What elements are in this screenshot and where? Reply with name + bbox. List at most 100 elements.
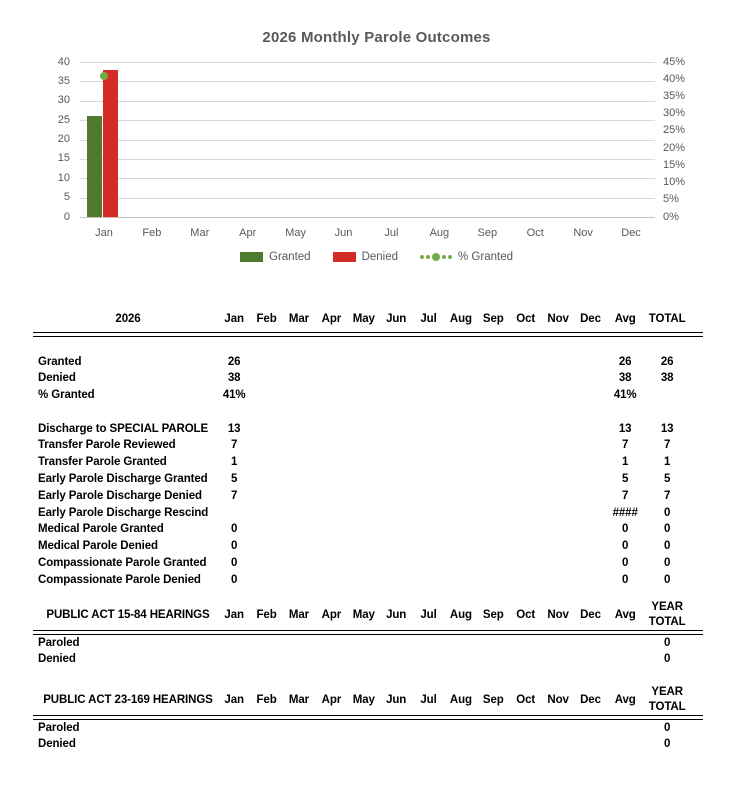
cell-total: 7 — [664, 489, 671, 502]
denied-bar — [102, 69, 118, 217]
column-header-month: Feb — [256, 609, 277, 621]
table-row: Discharge to SPECIAL PAROLE 13 13 13 — [38, 421, 698, 438]
cell-apr — [315, 370, 347, 387]
cell-jun — [380, 736, 412, 753]
column-header-month: Jan — [224, 313, 244, 325]
double-rule — [33, 630, 703, 635]
gridline — [80, 158, 655, 160]
cell-jun — [380, 651, 412, 668]
row-label: Granted — [38, 355, 82, 368]
cell-apr — [315, 488, 347, 505]
cell-jan — [218, 404, 250, 421]
cell-mar — [283, 437, 315, 454]
cell-aug — [445, 471, 477, 488]
column-header-month: Nov — [547, 694, 569, 706]
cell-aug — [445, 736, 477, 753]
cell-apr — [315, 505, 347, 522]
cell-jan — [218, 635, 250, 652]
cell-jan — [218, 736, 250, 753]
cell-total: 1 — [664, 456, 671, 469]
cell-jan: 0 — [231, 523, 238, 536]
cell-nov — [542, 354, 574, 371]
column-header-month: May — [352, 313, 375, 325]
table-row: Early Parole Discharge Granted 5 5 5 — [38, 471, 698, 488]
gridline — [80, 120, 655, 122]
cell-nov — [542, 370, 574, 387]
row-label — [38, 404, 218, 421]
cell-oct — [510, 651, 542, 668]
column-header-month: Jul — [420, 313, 437, 325]
cell-total: 0 — [664, 557, 671, 570]
cell-jul — [412, 736, 444, 753]
double-rule — [33, 332, 703, 337]
cell-apr — [315, 404, 347, 421]
cell-jun — [380, 404, 412, 421]
cell-avg: 5 — [622, 473, 629, 486]
cell-avg: 38 — [618, 372, 632, 385]
column-header-month: Feb — [256, 313, 277, 325]
gridline — [80, 62, 655, 63]
cell-nov — [542, 404, 574, 421]
left-axis-tick: 30 — [57, 94, 70, 107]
cell-avg: 7 — [622, 439, 629, 452]
cell-oct — [510, 404, 542, 421]
cell-dec — [574, 421, 606, 438]
cell-mar — [283, 370, 315, 387]
row-label: Compassionate Parole Granted — [38, 557, 207, 570]
cell-jan — [218, 720, 250, 737]
cell-aug — [445, 635, 477, 652]
pct-granted-marker-icon — [420, 253, 453, 261]
column-header-month: Aug — [449, 694, 472, 706]
legend-item-pct-granted: % Granted — [420, 251, 513, 263]
cell-jul — [412, 387, 444, 404]
cell-nov — [542, 454, 574, 471]
x-axis-label: Feb — [142, 227, 162, 239]
cell-may — [348, 488, 380, 505]
table-header-row: 2026 Jan Feb Mar Apr May Jun Jul Aug Sep Oct Nov Dec… — [38, 309, 698, 329]
cell-avg: 0 — [622, 557, 629, 570]
cell-mar — [283, 521, 315, 538]
cell-jul — [412, 354, 444, 371]
row-label: Medical Parole Denied — [38, 540, 158, 553]
cell-nov — [542, 505, 574, 522]
column-header-month: Jun — [386, 609, 407, 621]
cell-feb — [250, 538, 282, 555]
cell-aug — [445, 370, 477, 387]
cell-may — [348, 387, 380, 404]
cell-jan — [218, 505, 250, 522]
cell-mar — [283, 387, 315, 404]
monthly-parole-table: 2026 Jan Feb Mar Apr May Jun Jul Aug Sep Oct Nov Dec… — [33, 309, 703, 589]
x-axis-label: Aug — [429, 227, 450, 239]
column-header-month: Dec — [580, 694, 601, 706]
cell-apr — [315, 572, 347, 589]
cell-jan — [218, 651, 250, 668]
cell-apr — [315, 387, 347, 404]
column-header-month: Aug — [449, 313, 472, 325]
cell-jun — [380, 454, 412, 471]
cell-jan: 5 — [231, 473, 238, 486]
column-header-month: Sep — [482, 609, 504, 621]
cell-avg: 0 — [622, 573, 629, 586]
cell-jan: 0 — [231, 573, 238, 586]
cell-dec — [574, 437, 606, 454]
cell-dec — [574, 651, 606, 668]
cell-jun — [380, 488, 412, 505]
cell-aug — [445, 387, 477, 404]
cell-feb — [250, 572, 282, 589]
table-row: Compassionate Parole Denied 0 0 0 — [38, 572, 698, 589]
cell-jun — [380, 505, 412, 522]
cell-jul — [412, 651, 444, 668]
table-rows: Granted 26 26 26 Denied 38 38 38 % Granted 41% 41%… — [38, 354, 698, 589]
cell-avg — [607, 736, 644, 753]
cell-sep — [477, 421, 509, 438]
column-header-month: Oct — [516, 313, 536, 325]
column-header-total: TOTAL — [648, 313, 686, 325]
cell-avg: 0 — [622, 540, 629, 553]
cell-jul — [412, 635, 444, 652]
cell-jun — [380, 370, 412, 387]
cell-may — [348, 572, 380, 589]
cell-mar — [283, 720, 315, 737]
cell-mar — [283, 354, 315, 371]
cell-jun — [380, 471, 412, 488]
cell-jan: 13 — [227, 422, 241, 435]
